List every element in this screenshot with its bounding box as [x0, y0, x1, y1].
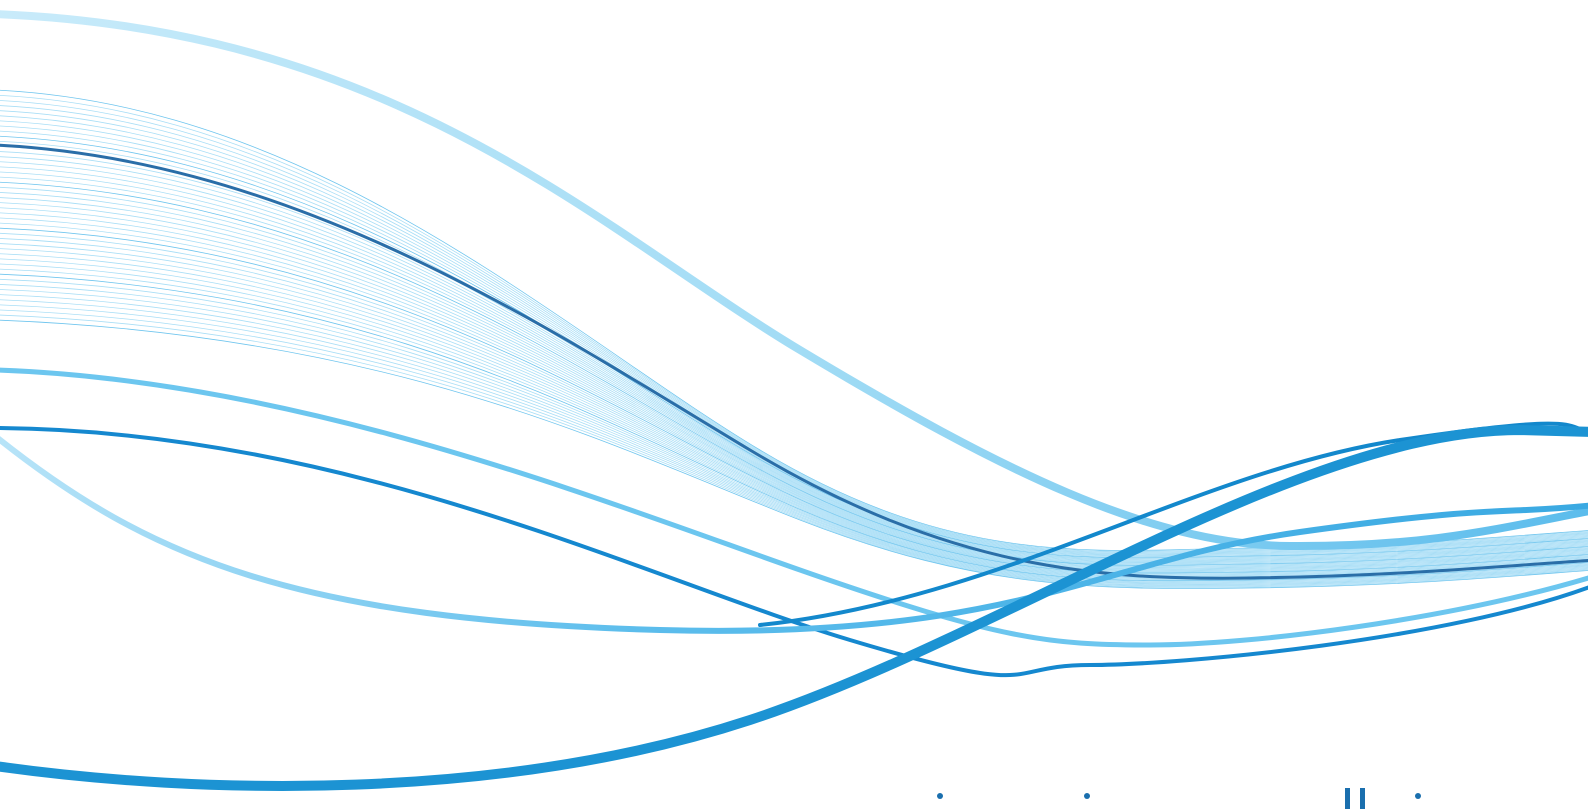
thin-line — [0, 212, 1588, 571]
thin-line — [0, 186, 1588, 567]
glyph-dot — [1415, 793, 1421, 799]
wave-bottom — [0, 424, 1588, 791]
thin-line — [0, 130, 1588, 558]
thin-line — [0, 207, 1588, 571]
cropped-glyphs — [937, 788, 1421, 809]
thin-line — [0, 115, 1588, 556]
thin-line — [0, 284, 1588, 583]
thin-line — [0, 161, 1588, 563]
thin-line — [0, 197, 1588, 569]
wave-top — [0, 10, 1588, 551]
thin-line — [0, 176, 1588, 566]
thin-line — [0, 299, 1588, 586]
thin-line — [0, 258, 1588, 579]
thin-line — [0, 309, 1588, 588]
thin-line — [0, 278, 1588, 583]
thin-line — [0, 273, 1588, 582]
thin-line — [0, 202, 1588, 570]
wave-cross — [758, 421, 1588, 627]
glyph-bar — [1345, 788, 1350, 809]
thin-line — [0, 289, 1588, 584]
glyph-dot — [937, 793, 943, 799]
thin-line-bundle — [0, 89, 1588, 589]
wave-mid — [0, 367, 1588, 648]
wave-dark — [0, 426, 1588, 678]
glyph-bar — [1360, 788, 1365, 809]
thin-line — [0, 120, 1588, 556]
thin-line — [0, 222, 1588, 573]
thin-line — [0, 171, 1588, 565]
thin-line — [0, 304, 1588, 587]
thin-line — [0, 232, 1588, 575]
thin-line — [0, 110, 1588, 555]
thin-line — [0, 253, 1588, 578]
glyph-dot — [1084, 793, 1090, 799]
thin-line — [0, 125, 1588, 557]
thin-line — [0, 248, 1588, 577]
thin-line — [0, 181, 1588, 566]
thin-line — [0, 156, 1588, 562]
thin-line — [0, 243, 1588, 577]
thin-line — [0, 217, 1588, 572]
thin-line — [0, 238, 1588, 576]
wave-low — [0, 436, 1588, 634]
wave-dark-thin — [0, 143, 1588, 580]
thin-line — [0, 227, 1588, 574]
thin-line — [0, 166, 1588, 564]
thin-line — [0, 192, 1588, 568]
thin-line — [0, 294, 1588, 585]
thin-line — [0, 314, 1588, 589]
thin-line — [0, 319, 1588, 589]
